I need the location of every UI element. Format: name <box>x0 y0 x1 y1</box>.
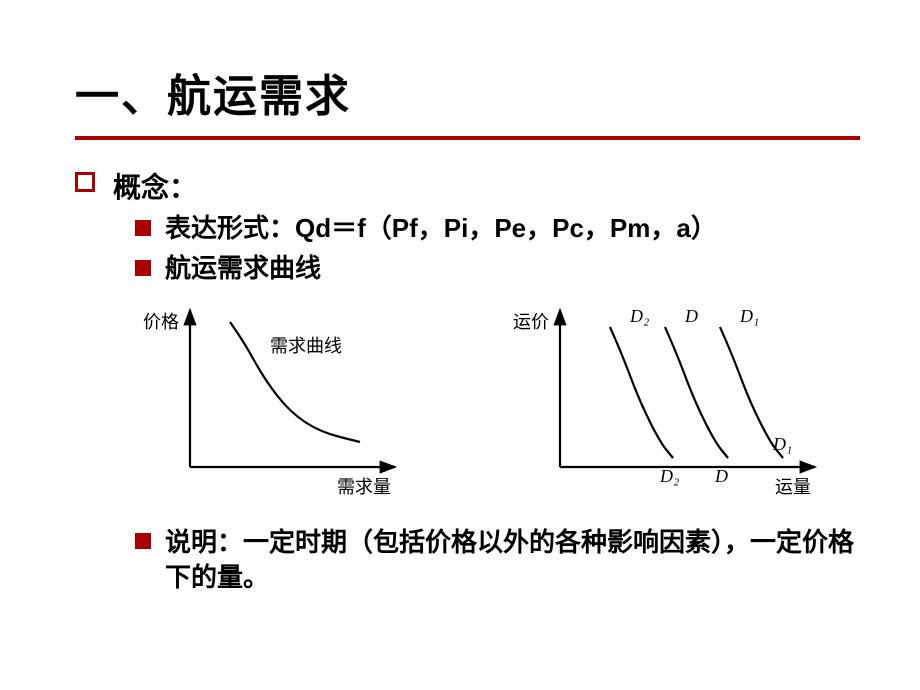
svg-text:D: D <box>684 306 698 326</box>
svg-text:需求曲线: 需求曲线 <box>270 336 342 356</box>
slide-title: 一、航运需求 <box>75 60 920 124</box>
svg-text:价格: 价格 <box>143 312 179 332</box>
svg-text:D: D <box>714 466 728 486</box>
svg-text:D₁: D₁ <box>772 434 792 454</box>
slide-content: 概念： 表达形式：Qd＝f（Pf，Pi，Pe，Pc，Pm，a） 航运需求曲线 价… <box>0 148 920 595</box>
level1-concept: 概念： <box>75 166 860 206</box>
level2-formula: 表达形式：Qd＝f（Pf，Pi，Pe，Pc，Pm，a） <box>135 212 860 246</box>
svg-text:D₁: D₁ <box>739 306 759 326</box>
slide-title-area: 一、航运需求 <box>0 0 920 148</box>
level2-curve: 航运需求曲线 <box>135 252 860 286</box>
filled-square-bullet-icon <box>135 533 151 549</box>
explanation-text: 说明：一定时期（包括价格以外的各种影响因素），一定价格下的量。 <box>165 525 860 595</box>
svg-text:运量: 运量 <box>775 477 811 497</box>
shifted-demand-curves-chart: D₂ D₂ D D D₁ D₁ 运价运量 <box>505 302 835 507</box>
svg-text:D₂: D₂ <box>629 306 649 326</box>
level2-explanation: 说明：一定时期（包括价格以外的各种影响因素），一定价格下的量。 <box>135 525 860 595</box>
svg-text:运价: 运价 <box>513 312 549 332</box>
explanation-block: 说明：一定时期（包括价格以外的各种影响因素），一定价格下的量。 <box>75 525 860 595</box>
svg-text:D₂: D₂ <box>659 466 679 486</box>
demand-curve-chart: 价格需求量 需求曲线 <box>135 302 415 507</box>
formula-text: 表达形式：Qd＝f（Pf，Pi，Pe，Pc，Pm，a） <box>165 212 717 246</box>
svg-text:需求量: 需求量 <box>337 477 391 497</box>
title-underline <box>75 136 860 140</box>
concept-label: 概念： <box>113 166 197 206</box>
filled-square-bullet-icon <box>135 260 151 276</box>
chart2-svg: D₂ D₂ D D D₁ D₁ 运价运量 <box>505 302 835 502</box>
level2-group: 表达形式：Qd＝f（Pf，Pi，Pe，Pc，Pm，a） 航运需求曲线 <box>75 212 860 286</box>
filled-square-bullet-icon <box>135 220 151 236</box>
chart1-svg: 价格需求量 需求曲线 <box>135 302 415 502</box>
charts-row: 价格需求量 需求曲线 D₂ D₂ D D D₁ D₁ 运价运量 <box>75 292 860 525</box>
curve-title-text: 航运需求曲线 <box>165 252 321 286</box>
hollow-square-bullet-icon <box>75 172 95 192</box>
